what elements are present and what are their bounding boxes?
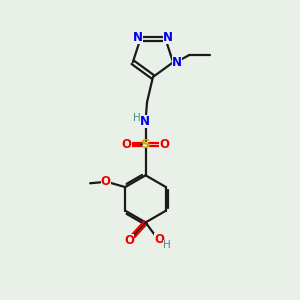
Text: N: N — [172, 56, 182, 69]
Text: O: O — [101, 175, 111, 188]
Text: S: S — [141, 138, 150, 151]
Text: H: H — [163, 240, 171, 250]
Text: H: H — [134, 113, 141, 123]
Text: O: O — [124, 234, 134, 247]
Text: O: O — [154, 233, 164, 246]
Text: N: N — [133, 31, 143, 44]
Text: O: O — [159, 138, 170, 151]
Text: N: N — [163, 31, 173, 44]
Text: O: O — [122, 138, 132, 151]
Text: N: N — [140, 115, 150, 128]
